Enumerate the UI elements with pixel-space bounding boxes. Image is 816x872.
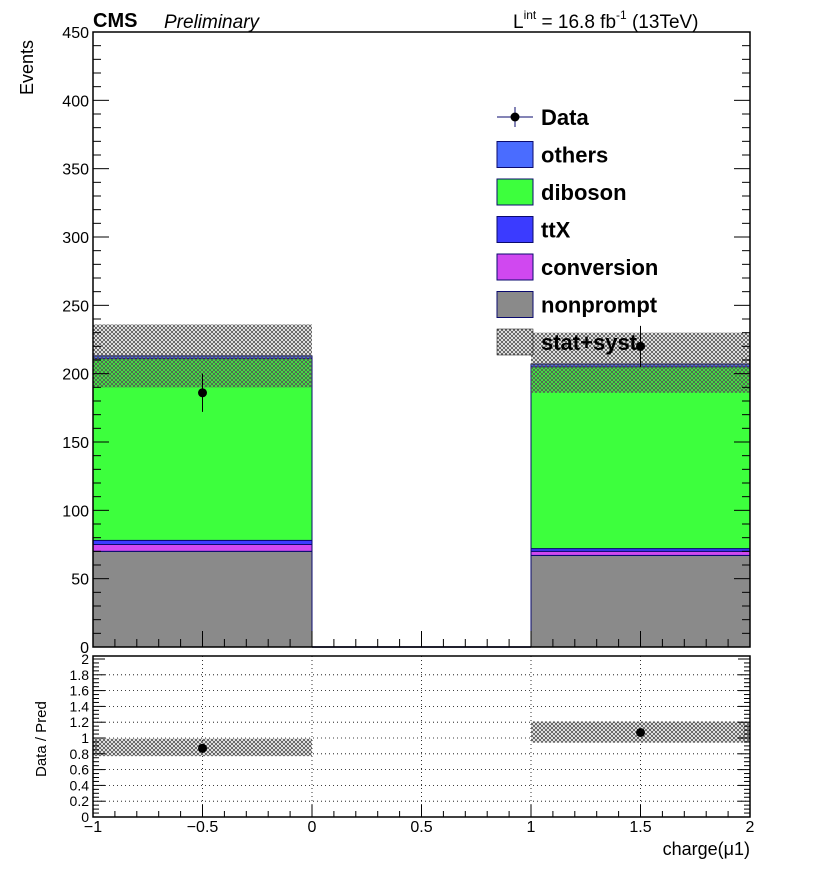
ratio-y-tick-label: 1.6 [70,683,90,699]
legend-label: conversion [541,255,658,280]
x-axis-title: charge(μ1) [663,839,750,859]
ratio-panel: 00.20.40.60.811.21.41.61.82−1 −0.5 0 0.5 1 1.… [33,651,755,859]
legend-label: others [541,143,608,168]
ratio-x-tick-label: 1.5 [629,819,651,836]
y-tick-label: 100 [62,503,89,520]
legend-label: ttX [541,218,571,243]
bar-conversion [530,550,751,556]
data-point [636,341,645,351]
legend-label: diboson [541,180,627,205]
y-tick-label: 400 [62,93,89,110]
y-tick-label: 350 [62,162,89,179]
lumi-symbol: L [513,12,524,33]
y-tick-label: 200 [62,367,89,384]
legend-swatch-others [496,141,534,168]
ratio-point [636,727,645,737]
lumi-superscript: int [524,8,537,22]
ratio-points [198,727,645,753]
ratio-y-axis-title: Data / Pred [33,701,50,777]
y-tick-label: 300 [62,230,89,247]
ratio-y-tick-label: 1.2 [70,714,90,730]
y-tick-label: 250 [62,298,89,315]
legend-label: Data [541,105,589,130]
ratio-x-tick-label: 1 [527,819,536,836]
ratio-y-tick-label: 0.4 [70,777,90,793]
ratio-y-tick-label: 0 [81,809,89,825]
bar-conversion [92,544,313,552]
bar-diboson [530,366,751,550]
legend: Data others diboson ttX conversion nonprompt s… [496,105,658,356]
lumi-value: = 16.8 fb [536,12,616,33]
legend-label: nonprompt [541,293,658,318]
cms-label: CMS [93,10,137,32]
luminosity-label: Lint = 16.8 fb-1 (13TeV) [513,8,699,33]
lumi-energy: (13TeV) [627,12,699,33]
ratio-y-tick-label: 1.4 [70,698,90,714]
ratio-y-tick-label: 1.8 [70,667,90,683]
legend-label: stat+syst [541,330,638,355]
y-tick-label: 0 [80,640,89,657]
main-panel: 0 50 100 150 200 250 300 350 400 450 Events [17,25,751,657]
legend-swatch-conversion [496,253,534,281]
legend-swatch-ttX [496,216,534,243]
data-points [198,325,645,412]
data-point [198,388,207,398]
ratio-x-tick-label: −0.5 [187,819,219,836]
legend-swatch-diboson [496,178,534,206]
ratio-x-tick-label: 2 [746,819,755,836]
main-frame [92,31,751,648]
y-tick-label: 50 [71,572,89,589]
legend-swatch-nonprompt [496,291,534,318]
stacked-bars [92,355,751,648]
ratio-y-tick-label: 2 [81,651,89,667]
legend-uncertainty-swatch [496,328,534,356]
bar-ttX [92,539,313,546]
legend-data-marker [510,112,520,122]
uncertainty-bands [93,324,750,393]
lumi-exponent: -1 [616,8,627,22]
y-tick-label: 150 [62,435,89,452]
ratio-x-tick-label: 0.5 [410,819,432,836]
preliminary-label: Preliminary [164,12,261,33]
ratio-x-tick-label: 0 [308,819,317,836]
ratio-frame [92,655,751,818]
y-axis-title: Events [17,40,37,95]
ratio-y-tick-label: 0.6 [70,762,90,778]
ratio-y-tick-label: 1 [81,730,89,746]
ratio-grid [93,656,750,817]
y-tick-label: 450 [62,25,89,42]
ratio-y-tick-label: 0.8 [70,746,90,762]
ratio-x-tick-label: −1 [84,819,102,836]
ratio-uncertainty-bands [93,721,750,757]
ratio-point [198,743,207,753]
ratio-y-tick-label: 0.2 [70,793,90,809]
